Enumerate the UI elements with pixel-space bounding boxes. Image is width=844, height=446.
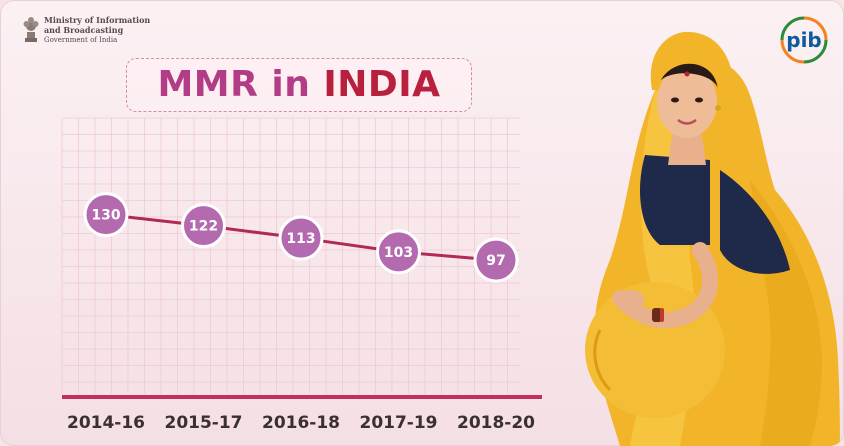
x-tick-label-2017-19: 2017-19 [359,413,437,433]
chart-title: MMR in INDIA [126,58,472,112]
ministry-line-1: Ministry of Information [44,15,151,25]
data-point-2014-16 [83,192,129,238]
pib-logo-text: pib [786,28,822,52]
data-label-2015-17: 122 [189,219,218,235]
national-emblem-icon [23,17,39,42]
x-axis-tick-labels: 2014-16 2015-17 2016-18 2017-19 2018-20 [67,413,535,433]
x-tick-label-2018-20: 2018-20 [457,413,535,433]
data-label-2018-20: 97 [486,253,505,269]
data-point-2018-20 [473,237,519,283]
data-markers: 130 122 113 103 97 [83,192,519,283]
data-label-2014-16: 130 [91,208,120,224]
data-point-2015-17 [181,203,226,249]
pregnant-woman-illustration [585,31,840,446]
title-part-2: INDIA [323,64,441,105]
x-tick-label-2015-17: 2015-17 [164,413,242,433]
data-point-2017-19 [376,229,421,275]
mmr-line-chart: 130 122 113 103 97 2014-16 2015-17 2016-18 2017… [61,117,542,433]
ministry-name: Ministry of Information and Broadcasting… [44,15,150,45]
pib-logo: pib [780,16,828,64]
data-label-2016-18: 113 [286,231,315,247]
title-part-1: MMR in [157,64,324,105]
data-point-2016-18 [278,215,324,261]
data-label-2017-19: 103 [384,245,413,261]
ministry-line-2: and Broadcasting [44,25,124,35]
x-tick-label-2016-18: 2016-18 [262,413,340,433]
ministry-line-3: Government of India [44,36,118,44]
x-tick-label-2014-16: 2014-16 [67,413,145,433]
chart-grid [61,117,520,394]
